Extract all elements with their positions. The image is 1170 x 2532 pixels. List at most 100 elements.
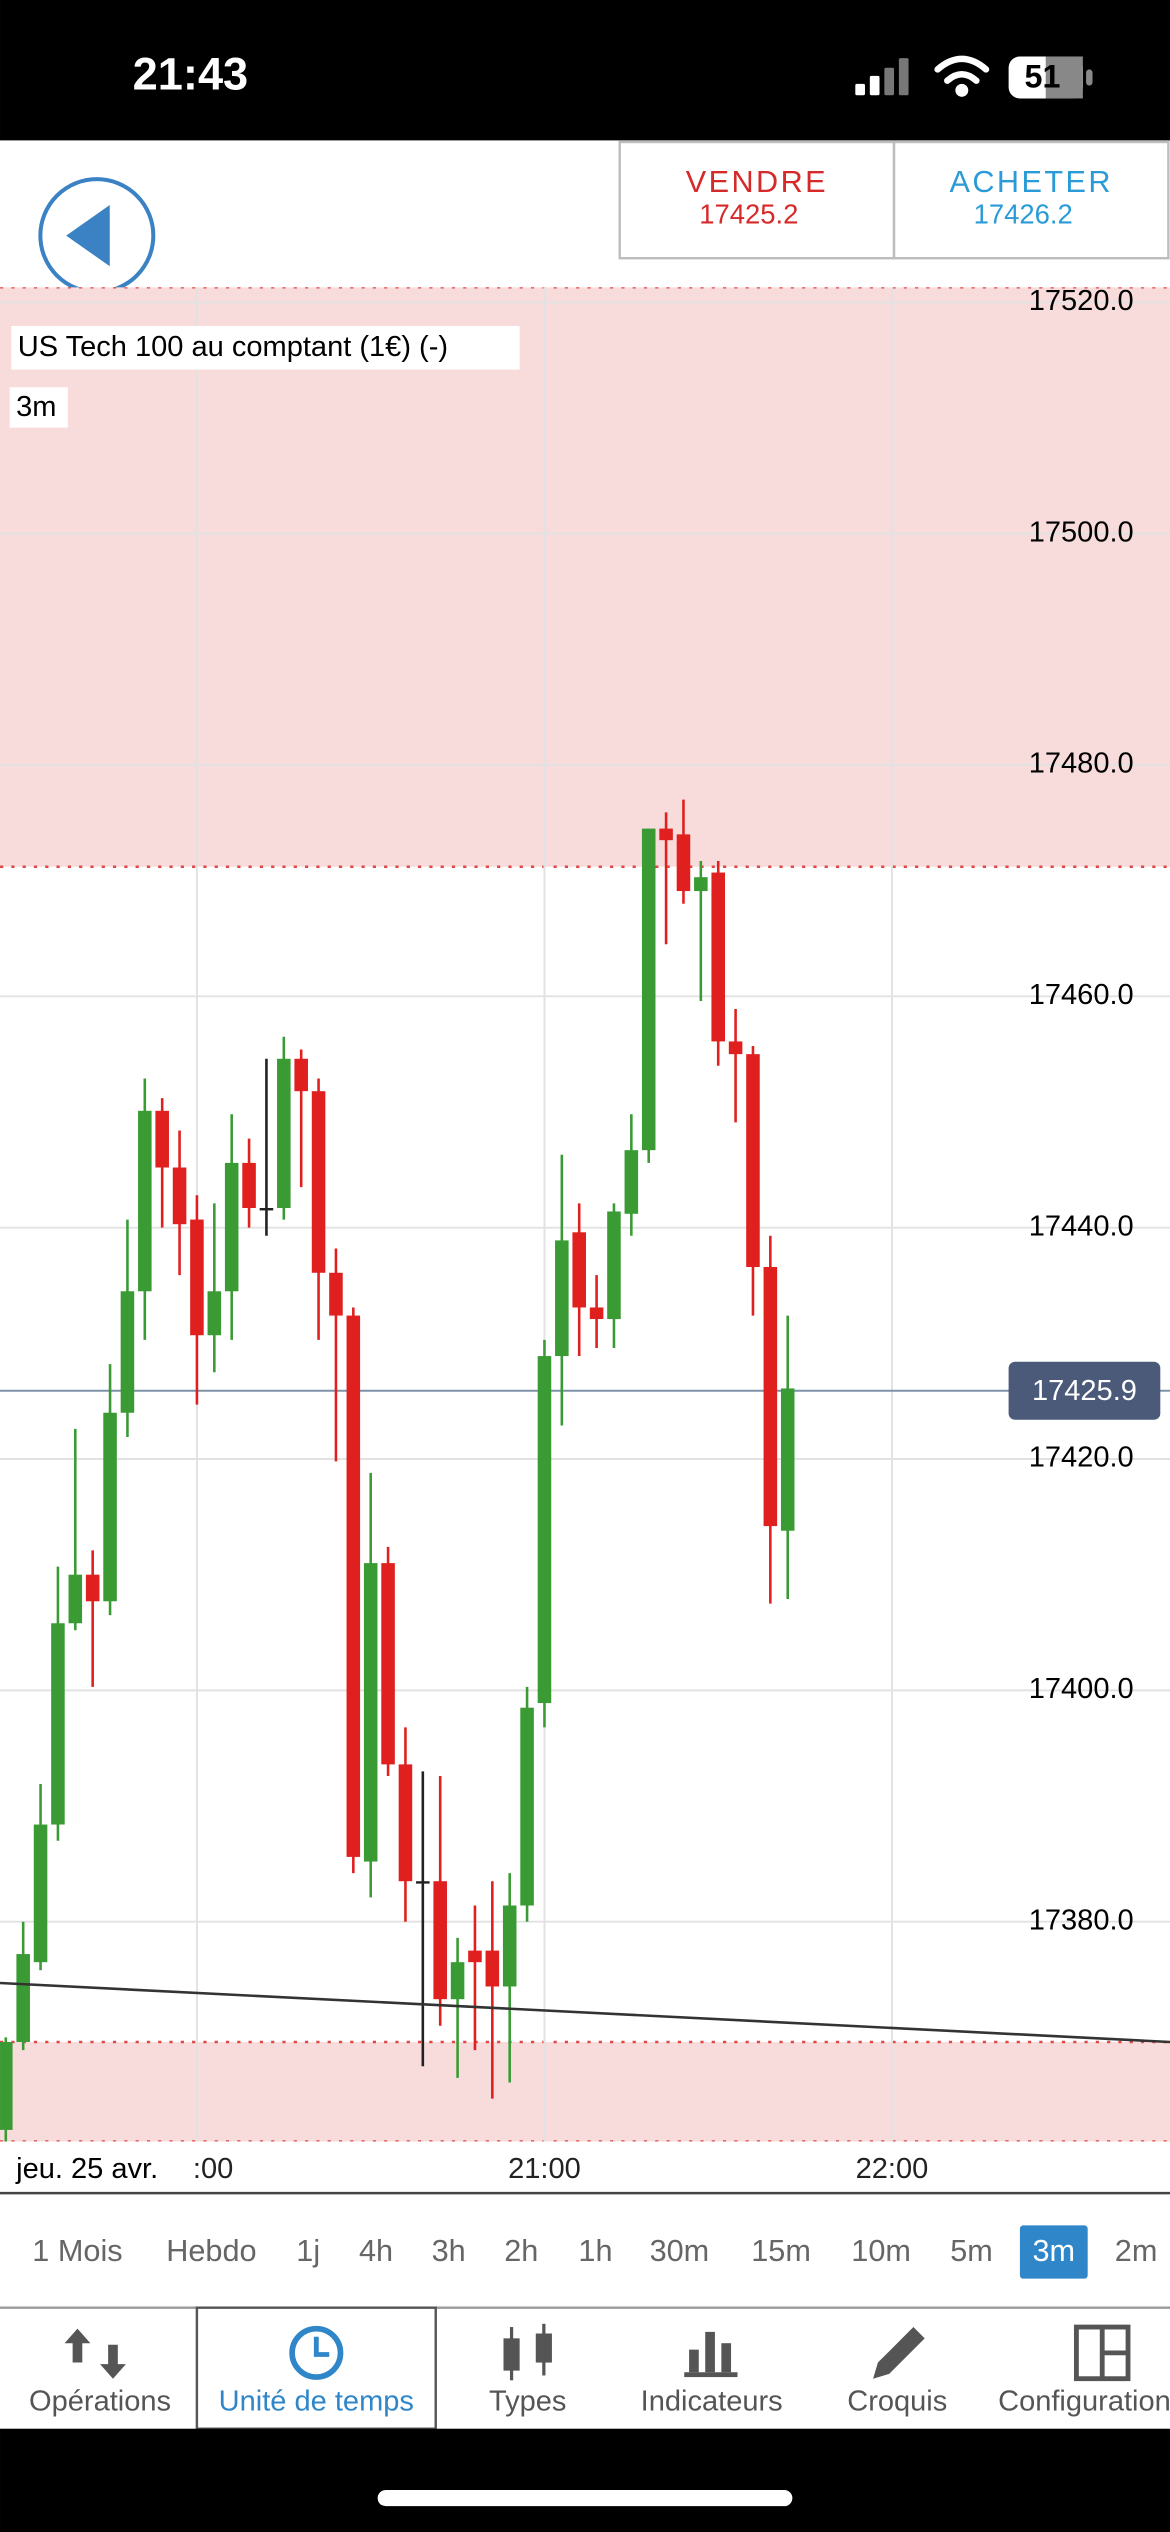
buy-label: ACHETER	[949, 165, 1112, 199]
timeframe[interactable]: 15m	[751, 2234, 811, 2268]
candle-body	[381, 1563, 395, 1765]
wifi-icon	[934, 55, 990, 97]
candle-body	[259, 1207, 274, 1211]
tab-label[interactable]: Opérations	[29, 2386, 171, 2418]
candle-body	[520, 1707, 534, 1906]
timeframe[interactable]: 30m	[650, 2234, 710, 2268]
timeframe-bar: 1 Mois Hebdo 1j 4h 3h 2h 1h 30m 15m 10m 5m 3m 2m	[32, 2225, 1158, 2279]
title-box	[11, 325, 520, 370]
battery-nub	[1086, 69, 1093, 86]
candle-body	[746, 1054, 760, 1267]
candle-body	[103, 1412, 117, 1602]
candle-body	[468, 1950, 482, 1963]
candle-body	[676, 834, 691, 892]
candle-body	[589, 1307, 604, 1320]
candle-body	[641, 828, 656, 1151]
candle-body	[329, 1272, 343, 1316]
timeframe[interactable]: 2m	[1115, 2234, 1158, 2268]
candle-body	[16, 1954, 30, 2042]
candle-body	[398, 1764, 413, 1882]
home-indicator	[377, 2490, 793, 2507]
candle-body	[502, 1905, 517, 1987]
tab-label[interactable]: Unité de temps	[219, 2386, 414, 2418]
candle-body	[242, 1162, 256, 1208]
current-price-badge	[1008, 1361, 1161, 1420]
candle-body	[624, 1150, 639, 1214]
timeframe[interactable]: 1 Mois	[32, 2234, 122, 2268]
sell-label: VENDRE	[686, 165, 828, 199]
y-tick-label: 17480.0	[1029, 748, 1134, 780]
candle-body	[711, 872, 725, 1042]
tab-bar: Opérations Unité de temps Types Indicateurs…	[29, 2306, 1170, 2430]
candle-body	[120, 1291, 135, 1413]
battery-empty	[1045, 56, 1083, 99]
tab-icons	[64, 2323, 1131, 2382]
timeframe[interactable]: 10m	[851, 2234, 911, 2268]
timeframe[interactable]: 4h	[359, 2234, 393, 2268]
candle-body	[416, 1881, 430, 1884]
subtitle-box	[9, 387, 68, 428]
timeframe[interactable]: 2h	[504, 2234, 538, 2268]
date-label: jeu. 25 avr.	[15, 2153, 158, 2185]
y-tick-label: 17440.0	[1029, 1210, 1134, 1242]
candle-body	[68, 1574, 83, 1624]
zone	[0, 2041, 1170, 2142]
candle-body	[224, 1162, 239, 1292]
tab-label[interactable]: Types	[489, 2386, 566, 2418]
chart-subtitle: 3m	[16, 391, 56, 423]
candle-body	[190, 1219, 204, 1336]
timeframe[interactable]: 1h	[578, 2234, 612, 2268]
candle-body	[572, 1232, 586, 1308]
candle-body	[363, 1563, 378, 1862]
tab-label[interactable]: Configuration	[998, 2386, 1170, 2418]
candle-body	[277, 1058, 291, 1208]
candle-body	[607, 1211, 621, 1320]
candle-body	[346, 1315, 361, 1857]
y-tick-label: 17420.0	[1029, 1442, 1134, 1474]
sell-price: 17425.2	[699, 198, 798, 229]
battery-level: 51	[1025, 59, 1061, 95]
y-tick-label: 17500.0	[1029, 516, 1134, 548]
timeframe[interactable]: Hebdo	[166, 2234, 256, 2268]
y-tick-label: 17380.0	[1029, 1904, 1134, 1936]
date-label-box	[6, 2147, 194, 2192]
candle-body	[0, 2041, 13, 2130]
candle-body	[450, 1962, 465, 2000]
candle-body	[780, 1388, 795, 1531]
candle-body	[85, 1574, 100, 1602]
zone	[0, 287, 1170, 867]
candle-body	[485, 1950, 500, 1987]
y-tick-label: 17520.0	[1029, 285, 1134, 317]
chart-title: US Tech 100 au comptant (1€) (-)	[18, 331, 448, 363]
candle-body	[433, 1881, 447, 2000]
candle-body	[728, 1041, 743, 1055]
sell-button[interactable]: VENDRE 17425.2	[618, 140, 896, 260]
candle-body	[33, 1824, 48, 1963]
tab-label[interactable]: Indicateurs	[641, 2386, 783, 2418]
tab-label[interactable]: Croquis	[847, 2386, 947, 2418]
candle-body	[694, 877, 708, 892]
signal-icon	[855, 58, 909, 96]
timeframe[interactable]: 3h	[432, 2234, 466, 2268]
timeframe[interactable]: 3m	[1033, 2234, 1076, 2268]
candle-body	[555, 1240, 569, 1357]
buy-button[interactable]: ACHETER 17426.2	[892, 140, 1170, 260]
timeframe-selected	[1019, 2225, 1088, 2279]
y-tick-label: 17400.0	[1029, 1673, 1134, 1705]
home-area	[0, 2428, 1170, 2532]
timeframe[interactable]: 1j	[296, 2234, 320, 2268]
back-button[interactable]	[38, 177, 156, 295]
candle-body	[311, 1091, 326, 1273]
candle-body	[294, 1058, 308, 1092]
candle-body	[207, 1291, 222, 1336]
y-tick-label: 17460.0	[1029, 979, 1134, 1011]
timeframe[interactable]: 5m	[950, 2234, 993, 2268]
chart-overlay: 17380.0 17400.0 17420.0 17440.0 17460.0 17480…	[6, 285, 1161, 2192]
status-bar	[0, 0, 1170, 141]
trend-line	[0, 1981, 1170, 2044]
x-tick-label: 22:00	[856, 2153, 929, 2185]
candle-body	[172, 1167, 187, 1225]
